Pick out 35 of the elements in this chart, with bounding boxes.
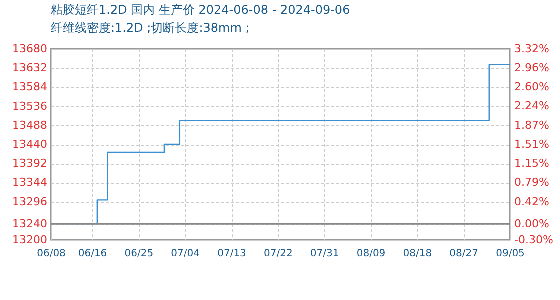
y-tick-label: 13584 bbox=[12, 80, 48, 94]
y2-tick-label: 0.42% bbox=[514, 196, 550, 209]
x-tick-label: 08/18 bbox=[403, 248, 432, 260]
y2-tick-label: 1.87% bbox=[514, 119, 550, 132]
y-tick-label: 13536 bbox=[12, 100, 48, 113]
x-tick-label: 07/04 bbox=[171, 248, 200, 260]
x-tick-label: 08/27 bbox=[450, 248, 478, 260]
y2-tick-label: 1.51% bbox=[514, 138, 550, 151]
y2-tick-label: 0.00% bbox=[514, 218, 550, 231]
chart-subtitle: 纤维线密度:1.2D ;切断长度:38mm ; bbox=[51, 21, 250, 35]
y-tick-label: 13240 bbox=[12, 218, 48, 231]
x-tick-label: 09/05 bbox=[496, 248, 525, 260]
x-tick-label: 07/22 bbox=[264, 248, 293, 260]
y2-tick-label: 2.24% bbox=[514, 99, 550, 112]
y2-tick-label: 2.60% bbox=[514, 80, 550, 94]
y2-tick-label: 2.96% bbox=[514, 61, 550, 74]
y-tick-label: 13632 bbox=[12, 62, 48, 75]
y-tick-label: 13680 bbox=[12, 42, 48, 56]
y-tick-label: 13392 bbox=[12, 157, 48, 170]
x-tick-label: 08/09 bbox=[356, 248, 386, 260]
y-tick-label: 13344 bbox=[12, 176, 48, 190]
y-tick-label: 13488 bbox=[12, 118, 48, 132]
x-tick-label: 06/25 bbox=[124, 248, 154, 260]
y2-tick-label: -0.30% bbox=[514, 234, 554, 246]
x-tick-label: 06/08 bbox=[37, 248, 66, 260]
x-tick-label: 06/16 bbox=[78, 248, 108, 260]
y2-tick-label: 3.32% bbox=[514, 42, 550, 56]
y-tick-label: 13200 bbox=[12, 234, 48, 246]
x-tick-label: 07/13 bbox=[218, 248, 246, 260]
x-tick-label: 07/31 bbox=[310, 248, 340, 260]
y-tick-label: 13296 bbox=[12, 195, 48, 208]
y-tick-label: 13440 bbox=[12, 138, 48, 151]
y2-tick-label: 1.15% bbox=[514, 156, 550, 170]
chart-title: 粘胶短纤1.2D 国内 生产价 2024-06-08 - 2024-09-06 bbox=[51, 3, 350, 17]
y2-tick-label: 0.79% bbox=[514, 176, 550, 189]
